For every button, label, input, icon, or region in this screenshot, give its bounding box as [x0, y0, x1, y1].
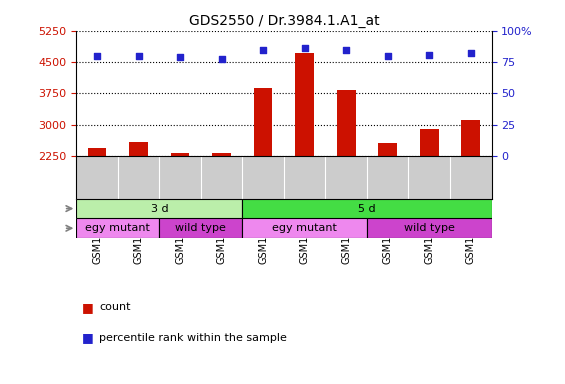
- Bar: [337, 90, 355, 156]
- Point: [259, 47, 268, 53]
- Text: 5 d: 5 d: [358, 204, 376, 214]
- Point: [176, 55, 185, 61]
- Point: [217, 56, 226, 62]
- Point: [134, 53, 143, 59]
- Bar: [212, 153, 231, 156]
- Point: [342, 47, 351, 53]
- Point: [425, 52, 434, 58]
- Text: percentile rank within the sample: percentile rank within the sample: [99, 333, 287, 343]
- Bar: [242, 199, 492, 218]
- Bar: [295, 53, 314, 156]
- Bar: [88, 148, 106, 156]
- Bar: [242, 218, 367, 238]
- Bar: [76, 199, 242, 218]
- Point: [93, 53, 102, 59]
- Bar: [254, 88, 272, 156]
- Bar: [367, 218, 492, 238]
- Point: [466, 50, 475, 56]
- Point: [300, 45, 309, 51]
- Bar: [462, 119, 480, 156]
- Text: egy mutant: egy mutant: [272, 223, 337, 233]
- Bar: [420, 129, 438, 156]
- Text: egy mutant: egy mutant: [85, 223, 150, 233]
- Bar: [379, 143, 397, 156]
- Title: GDS2550 / Dr.3984.1.A1_at: GDS2550 / Dr.3984.1.A1_at: [189, 14, 379, 28]
- Text: wild type: wild type: [175, 223, 227, 233]
- Text: ■: ■: [82, 331, 94, 344]
- Text: count: count: [99, 302, 131, 312]
- Text: 3 d: 3 d: [150, 204, 168, 214]
- Bar: [129, 142, 148, 156]
- Text: wild type: wild type: [404, 223, 455, 233]
- Bar: [171, 153, 189, 156]
- Point: [383, 53, 392, 59]
- Bar: [76, 218, 159, 238]
- Bar: [159, 218, 242, 238]
- Text: ■: ■: [82, 301, 94, 314]
